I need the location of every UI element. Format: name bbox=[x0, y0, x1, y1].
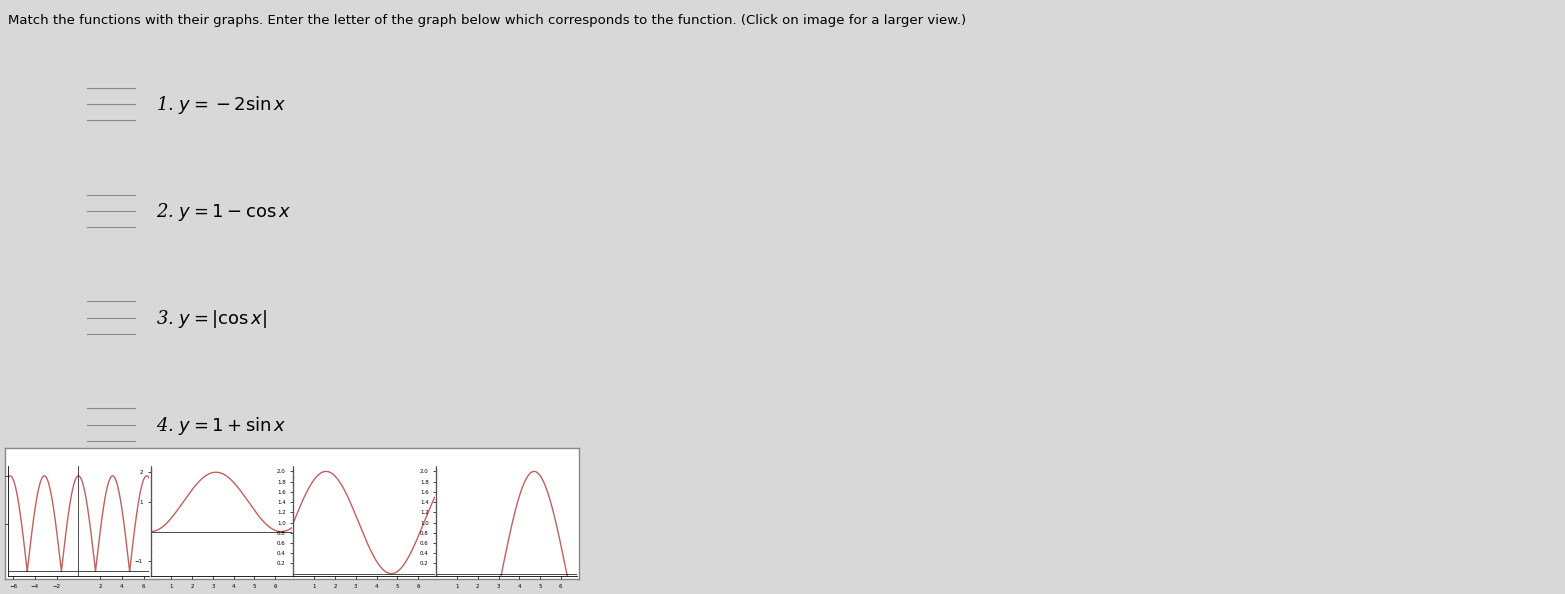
Text: 1. $y = -2\sin x$: 1. $y = -2\sin x$ bbox=[156, 94, 288, 116]
Text: 2. $y = 1 - \cos x$: 2. $y = 1 - \cos x$ bbox=[156, 201, 291, 223]
Text: Match the functions with their graphs. Enter the letter of the graph below which: Match the functions with their graphs. E… bbox=[8, 14, 966, 27]
Text: 3. $y = |\cos x|$: 3. $y = |\cos x|$ bbox=[156, 308, 268, 330]
Text: 4. $y = 1 + \sin x$: 4. $y = 1 + \sin x$ bbox=[156, 415, 288, 437]
